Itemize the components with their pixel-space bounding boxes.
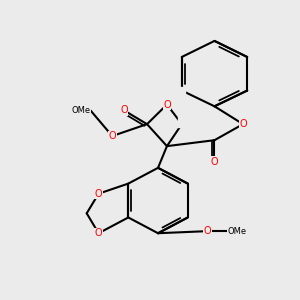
Text: OMe: OMe [71,106,91,115]
Text: O: O [95,228,102,238]
Text: O: O [95,189,102,199]
Text: O: O [163,100,171,110]
Text: O: O [120,106,128,116]
Text: OMe: OMe [227,226,246,236]
Text: O: O [211,157,218,167]
Text: O: O [239,119,247,129]
Text: O: O [108,131,116,141]
Text: O: O [204,226,211,236]
